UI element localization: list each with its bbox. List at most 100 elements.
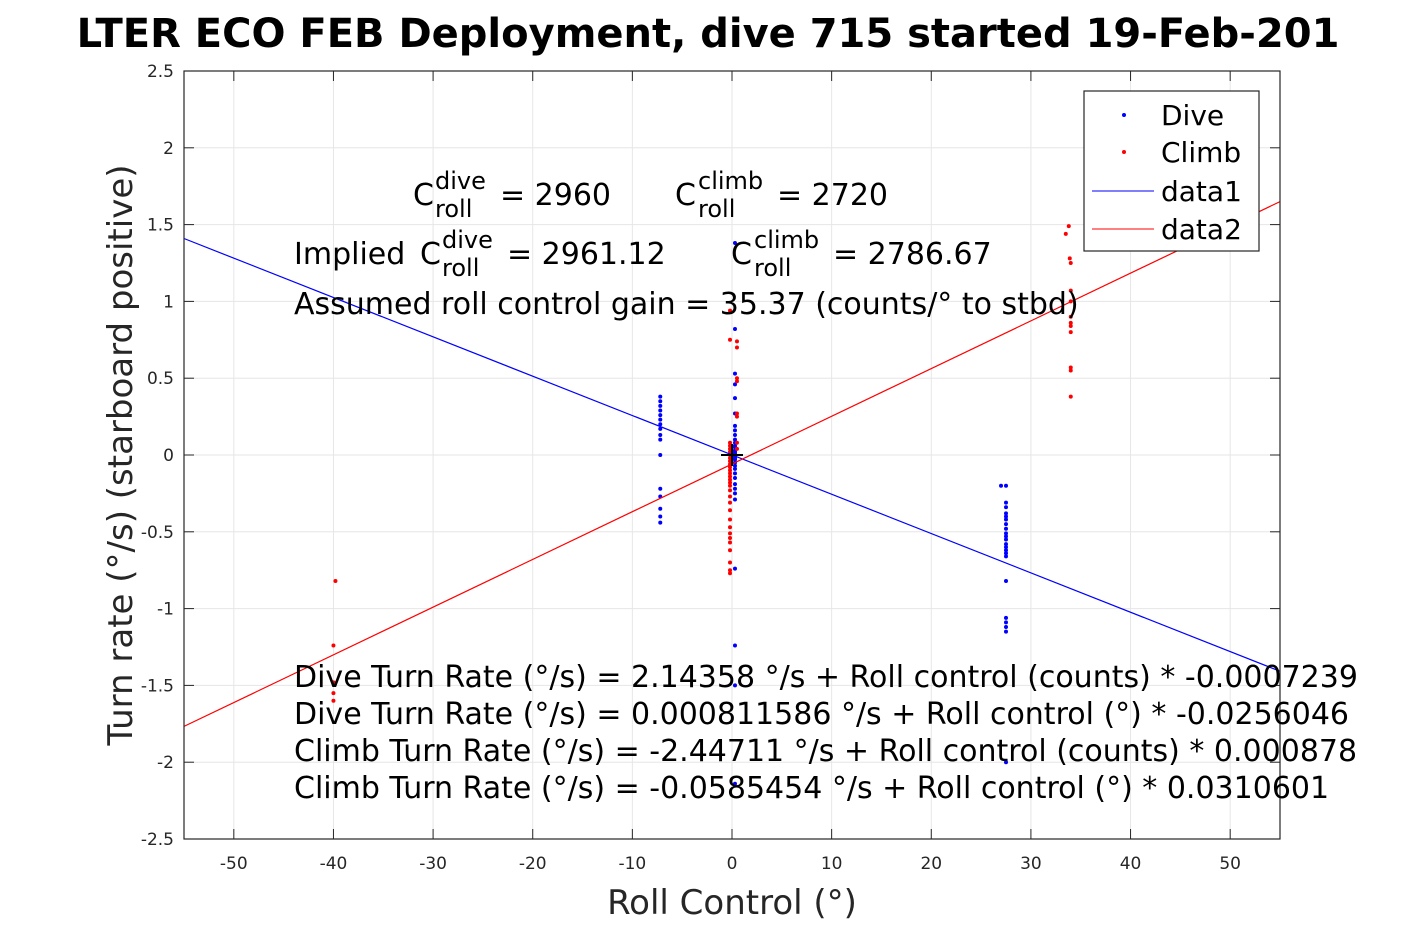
dive-point [732,428,737,433]
climb-point [728,465,733,470]
y-tick-label: 0 [163,446,174,466]
dive-point [658,426,663,431]
y-tick-label: 2 [163,139,174,159]
dive-point [1004,505,1008,510]
dive-point [658,413,663,418]
climb-point [734,339,739,344]
implied-climb-value: = 2786.67 [833,237,992,272]
legend-swatch-dive [1122,113,1126,117]
climb-point [728,488,733,493]
c-roll-climb-annotation: C climb roll = 2720 [675,167,888,223]
climb-point [728,548,733,553]
x-tick-label: 40 [1120,854,1142,874]
dive-point [1004,620,1008,625]
equation-dive-counts: Dive Turn Rate (°/s) = 2.14358 °/s + Rol… [294,660,1358,695]
dive-point [1004,500,1008,505]
dive-point [732,396,737,401]
dive-point [1004,537,1008,542]
implied-climb-sup: climb [754,226,819,254]
legend-label-data2: data2 [1161,213,1242,246]
climb-point [1068,365,1073,370]
implied-annotation: Implied C dive roll = 2961.12 C climb ro… [294,226,992,282]
c-roll-climb-sup: climb [698,167,763,195]
dive-point [1004,625,1008,630]
climb-point [728,474,733,479]
climb-point [1068,314,1073,319]
climb-point [734,411,739,416]
dive-point [732,423,737,428]
climb-point [728,568,733,573]
climb-point [728,531,733,536]
climb-point [728,525,733,530]
c-roll-dive-value: = 2960 [500,178,611,213]
y-tick-label: 1 [163,292,174,312]
dive-point [658,486,663,491]
x-tick-label: -50 [220,854,248,874]
gain-annotation: Assumed roll control gain = 35.37 (count… [294,287,1079,322]
implied-climb-base: C [731,237,752,272]
x-tick-label: -10 [618,854,646,874]
dive-point [732,683,737,688]
dive-point [658,403,663,408]
c-roll-dive-annotation: C dive roll = 2960 [413,167,611,223]
climb-point [1063,231,1068,236]
legend-label-climb: Climb [1161,136,1241,169]
dive-point [732,486,737,491]
equation-climb-counts: Climb Turn Rate (°/s) = -2.44711 °/s + R… [294,734,1357,769]
dive-point [732,491,737,496]
y-tick-label: -2 [157,753,174,773]
climb-point [728,500,733,505]
chart-marks [183,201,1281,786]
x-tick-label: -20 [519,854,547,874]
dive-point [1004,615,1008,620]
equation-dive-degrees: Dive Turn Rate (°/s) = 0.000811586 °/s +… [294,697,1349,732]
dive-point [1004,531,1008,536]
dive-point [732,433,737,438]
dive-point [999,483,1004,488]
climb-point [1068,320,1073,325]
climb-point [728,494,733,499]
dive-point [732,463,737,468]
implied-dive-sub: roll [442,254,479,282]
dive-point [732,471,737,476]
climb-point [331,698,336,703]
dive-point [658,433,663,438]
equation-climb-degrees: Climb Turn Rate (°/s) = -0.0585454 °/s +… [294,771,1329,806]
dive-point [1004,526,1008,531]
ticks: -50 -40 -30 -20 -10 0 10 20 30 40 50 2.5 2 1.5 1 0.5 0 -0… [141,62,1280,874]
c-roll-climb-base: C [675,178,696,213]
c-roll-climb-sub: roll [698,195,735,223]
dive-point [732,437,737,442]
implied-prefix: Implied [294,237,405,272]
legend-label-dive: Dive [1161,99,1224,132]
climb-point [728,471,733,476]
dive-point [1004,548,1008,553]
dive-point [1004,534,1008,539]
climb-point [734,379,739,384]
climb-point [734,440,739,445]
climb-point [1068,330,1073,335]
legend-swatch-climb [1122,150,1126,154]
x-tick-label: -40 [320,854,348,874]
climb-point [1068,288,1073,293]
dive-point [658,437,663,442]
dive-point [658,506,663,511]
dive-point [1004,760,1008,765]
x-tick-label: 30 [1020,854,1042,874]
climb-point [1066,224,1071,229]
legend: Dive Climb data1 data2 [1083,90,1260,252]
dive-point [732,476,737,481]
climb-point [1068,394,1073,399]
dive-point [658,399,663,404]
dive-point [1004,511,1008,516]
dive-point [1004,517,1008,522]
climb-point [728,535,733,540]
climb-point [728,480,733,485]
dive-point [658,453,663,457]
x-tick-label: -30 [419,854,447,874]
dive-point [732,781,737,786]
y-tick-label: -1.5 [141,676,174,696]
dive-point [1004,522,1008,527]
climb-point [734,345,739,350]
